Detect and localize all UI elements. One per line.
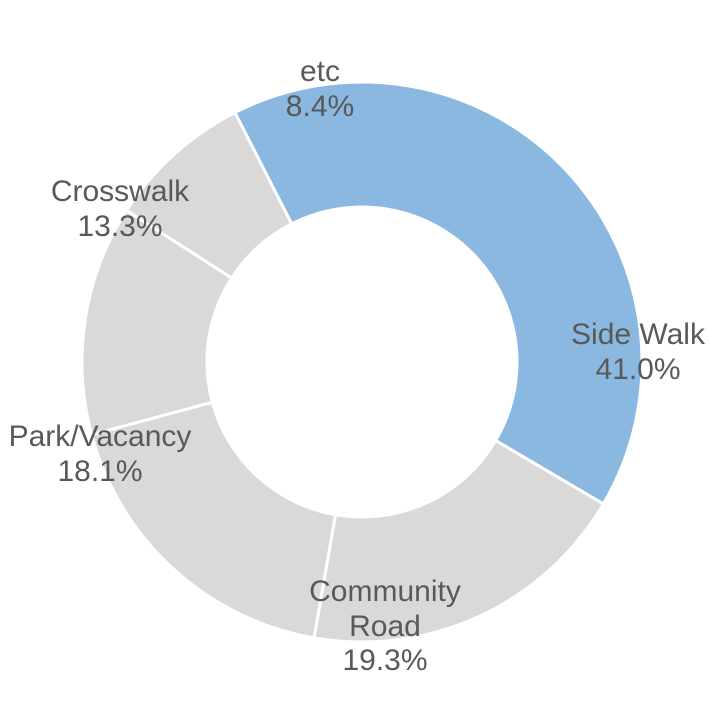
donut-chart: Side Walk41.0%CommunityRoad19.3%Park/Vac… [0,0,709,709]
slice-park-vacancy [92,402,336,638]
slice-side-walk [235,82,642,504]
donut-svg [0,0,709,709]
